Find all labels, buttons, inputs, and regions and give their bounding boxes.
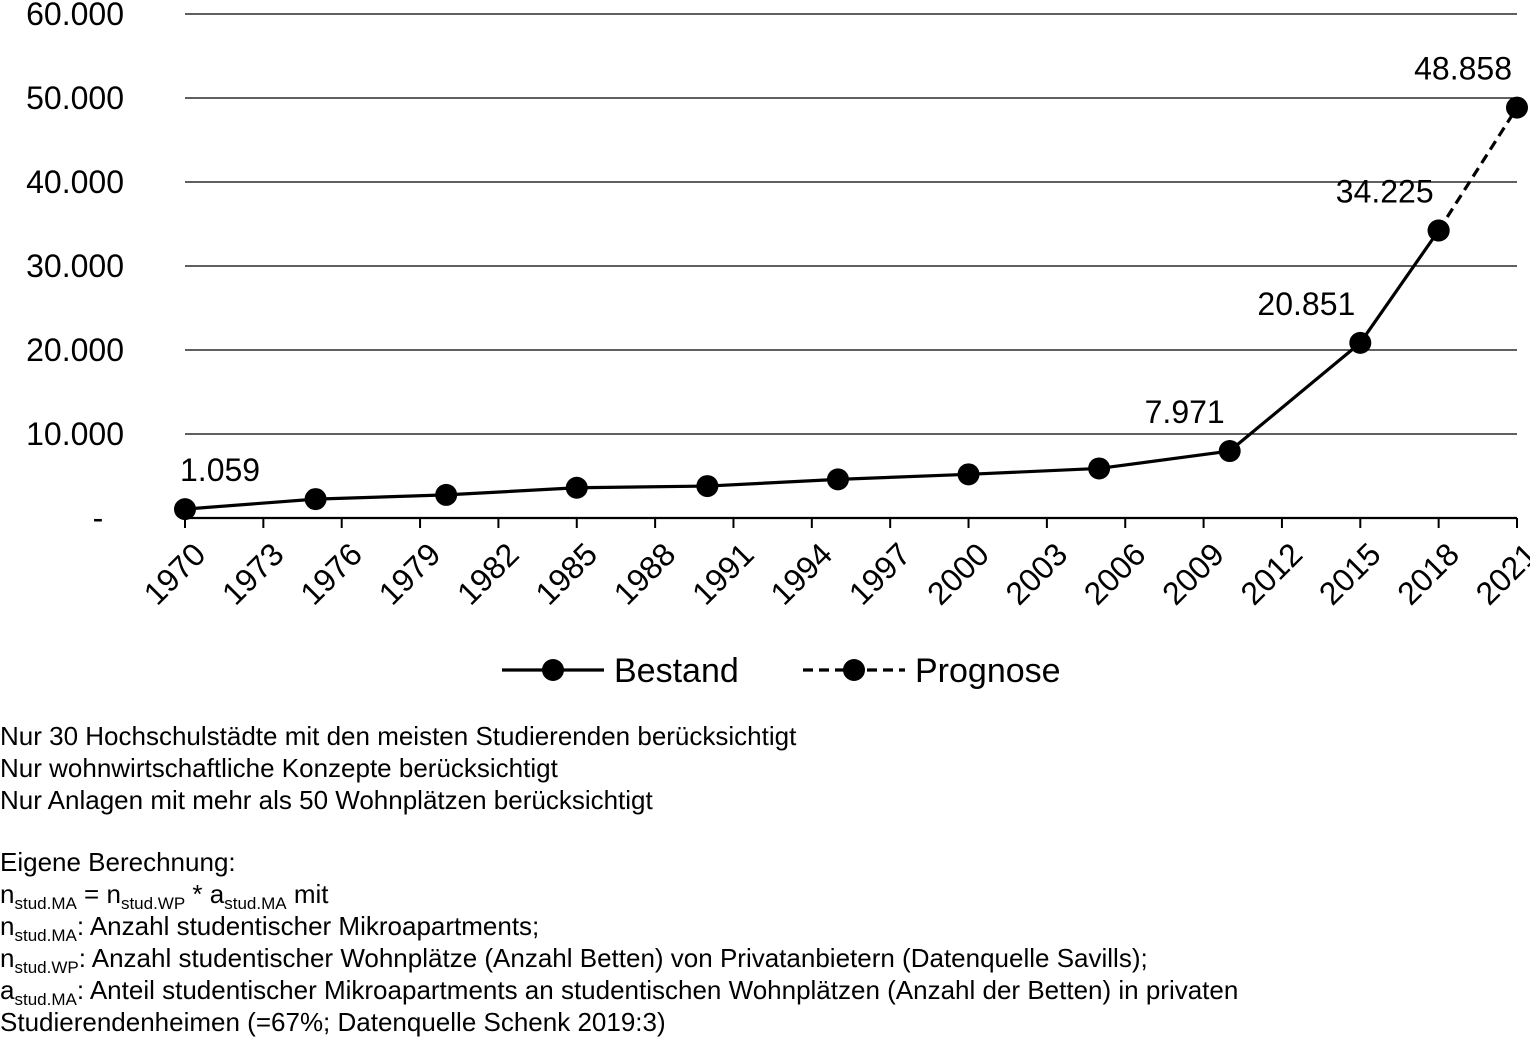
footnotes: Nur 30 Hochschulstädte mit den meisten S… [0, 720, 1525, 1038]
data-point-bestand [957, 463, 980, 486]
note-hochschulstaedte: Nur 30 Hochschulstädte mit den meisten S… [0, 721, 797, 751]
line-chart: - 10.000 20.000 30.000 40.000 50.000 60.000 19… [26, 0, 1530, 690]
legend-label-bestand: Bestand [614, 652, 739, 690]
data-point-prognose [1506, 96, 1528, 119]
data-point-bestand [696, 475, 719, 498]
x-tick-label: 1979 [372, 536, 448, 612]
formula-subscript: stud.WP [120, 894, 186, 913]
x-tick-label: 1997 [842, 536, 918, 612]
legend-marker-bestand [542, 659, 564, 681]
formula-times: * [185, 879, 210, 909]
x-tick-label: 1973 [215, 536, 291, 612]
data-point-bestand [1349, 331, 1372, 354]
x-tick-label: 1988 [607, 536, 683, 612]
gridlines [185, 13, 1517, 435]
data-point-bestand [1218, 440, 1241, 463]
data-label: 1.059 [180, 452, 260, 488]
formula: nstud.MA = nstud.WP * astud.MA mit [0, 878, 1525, 913]
note-heading-berechnung: Eigene Berechnung: [0, 847, 236, 877]
series-line-bestand [184, 229, 1440, 511]
definition-n-wp: nstud.WP: Anzahl studentischer Wohnplätz… [0, 942, 1525, 977]
data-point-prognose [1427, 219, 1450, 242]
definition-a-ma: astud.MA: Anteil studentischer Mikroapar… [0, 974, 1525, 1009]
x-tick-label: 2000 [920, 536, 996, 612]
x-tick-label: 2006 [1077, 536, 1153, 612]
y-tick-label: 60.000 [26, 0, 124, 32]
definition-symbol: a [0, 975, 15, 1005]
y-tick-label: 30.000 [26, 248, 124, 284]
legend-label-prognose: Prognose [915, 652, 1061, 690]
formula-subscript: stud.MA [224, 894, 287, 913]
y-tick-label: - [93, 500, 104, 536]
definition-symbol: n [0, 943, 15, 973]
y-tick-label: 40.000 [26, 164, 124, 200]
data-point-bestand [1088, 457, 1111, 480]
definition-subscript: stud.MA [14, 990, 77, 1009]
x-tick-label: 1982 [450, 536, 526, 612]
definition-a-ma-continued: Studierendenheimen (=67%; Datenquelle Sc… [0, 1007, 666, 1037]
x-tick-label: 1994 [763, 536, 839, 612]
x-axis [184, 516, 1518, 528]
data-label: 48.858 [1414, 51, 1512, 87]
x-tick-label: 1985 [528, 536, 604, 612]
y-tick-label: 10.000 [26, 416, 124, 452]
definition-subscript: stud.WP [14, 958, 79, 977]
definition-subscript: stud.MA [14, 926, 77, 945]
y-axis-tick-labels: - 10.000 20.000 30.000 40.000 50.000 60.000 [26, 0, 124, 536]
x-tick-label: 2012 [1234, 536, 1310, 612]
data-label: 7.971 [1145, 394, 1225, 430]
series-line-prognose [1437, 106, 1519, 232]
formula-symbol: a [209, 879, 225, 909]
data-point-bestand [174, 498, 196, 521]
data-point-bestand [565, 476, 588, 499]
data-labels: 1.059 7.971 20.851 34.225 48.858 [180, 51, 1512, 489]
formula-symbol: n [106, 879, 121, 909]
y-tick-label: 20.000 [26, 332, 124, 368]
x-tick-label: 2015 [1312, 536, 1388, 612]
formula-mit: mit [286, 879, 329, 909]
data-label: 20.851 [1257, 286, 1355, 322]
definition-text: : Anzahl studentischer Mikroapartments; [76, 911, 540, 941]
note-anlagen: Nur Anlagen mit mehr als 50 Wohnplätzen … [0, 785, 653, 815]
definition-symbol: n [0, 911, 15, 941]
x-tick-label: 1970 [137, 536, 213, 612]
x-axis-tick-labels: 1970 1973 1976 1979 1982 1985 1988 1991 1994 1997… [137, 536, 1530, 612]
formula-subscript: stud.MA [14, 894, 77, 913]
x-tick-label: 2018 [1390, 536, 1466, 612]
x-tick-label: 2021 [1469, 536, 1530, 612]
data-point-bestand [826, 468, 849, 491]
definition-text: : Anteil studentischer Mikroapartments a… [76, 975, 1239, 1005]
x-tick-label: 1976 [293, 536, 369, 612]
definition-text: : Anzahl studentischer Wohnplätze (Anzah… [78, 943, 1148, 973]
legend-marker-prognose [843, 659, 865, 681]
x-tick-label: 1991 [685, 536, 761, 612]
data-point-bestand [435, 483, 458, 506]
formula-symbol: n [0, 879, 15, 909]
data-label: 34.225 [1336, 174, 1434, 210]
legend: Bestand Prognose [502, 652, 1061, 690]
definition-n-ma: nstud.MA: Anzahl studentischer Mikroapar… [0, 910, 1525, 945]
data-point-bestand [304, 488, 327, 511]
x-tick-label: 2003 [998, 536, 1074, 612]
note-wohnwirtschaftlich: Nur wohnwirtschaftliche Konzepte berücks… [0, 753, 558, 783]
x-tick-label: 2009 [1155, 536, 1231, 612]
formula-equals: = [76, 879, 107, 909]
y-tick-label: 50.000 [26, 80, 124, 116]
series-markers [174, 96, 1528, 521]
